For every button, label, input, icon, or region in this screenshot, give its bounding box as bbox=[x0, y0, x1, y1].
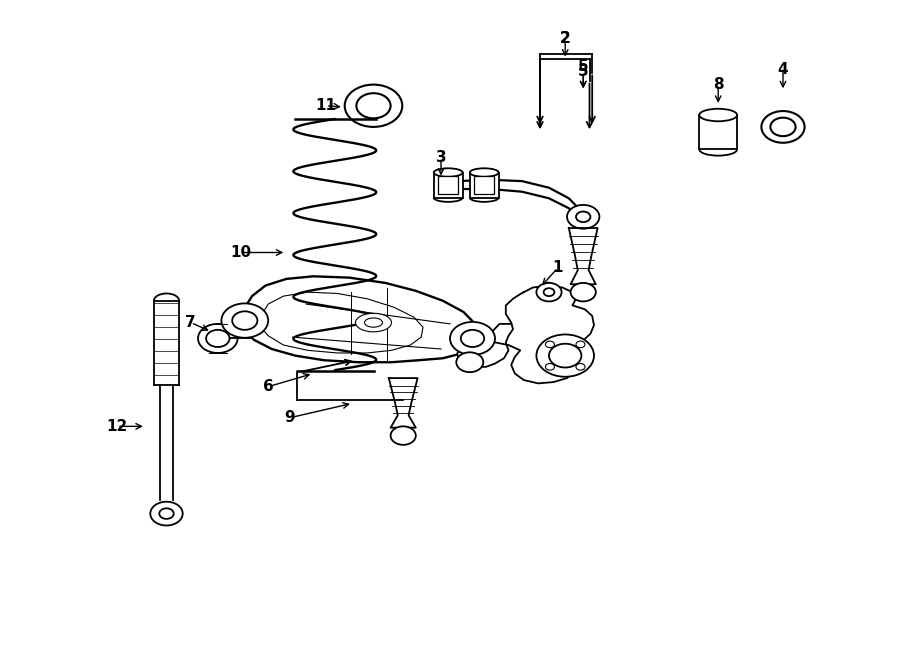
Text: 1: 1 bbox=[553, 260, 563, 275]
Circle shape bbox=[206, 330, 230, 347]
Circle shape bbox=[536, 334, 594, 377]
Text: 3: 3 bbox=[436, 150, 446, 165]
Circle shape bbox=[536, 283, 562, 301]
Ellipse shape bbox=[356, 313, 392, 332]
Circle shape bbox=[159, 508, 174, 519]
Circle shape bbox=[150, 502, 183, 525]
Circle shape bbox=[391, 426, 416, 445]
Ellipse shape bbox=[470, 169, 499, 176]
Circle shape bbox=[545, 341, 554, 348]
Text: 5: 5 bbox=[578, 64, 589, 79]
Circle shape bbox=[761, 111, 805, 143]
Text: 11: 11 bbox=[315, 98, 337, 113]
Circle shape bbox=[576, 212, 590, 222]
Circle shape bbox=[450, 322, 495, 355]
Circle shape bbox=[544, 288, 554, 296]
Ellipse shape bbox=[434, 169, 463, 176]
Polygon shape bbox=[241, 276, 479, 362]
Circle shape bbox=[221, 303, 268, 338]
Text: 8: 8 bbox=[713, 77, 724, 92]
Text: 5: 5 bbox=[578, 59, 589, 73]
Circle shape bbox=[232, 311, 257, 330]
Circle shape bbox=[198, 324, 238, 353]
Circle shape bbox=[356, 93, 391, 118]
Text: 2: 2 bbox=[560, 31, 571, 46]
Bar bbox=[470, 173, 499, 198]
Ellipse shape bbox=[364, 318, 382, 327]
Polygon shape bbox=[259, 292, 423, 353]
Polygon shape bbox=[569, 228, 598, 284]
Polygon shape bbox=[457, 286, 594, 383]
Circle shape bbox=[461, 330, 484, 347]
Bar bbox=[438, 176, 458, 194]
Text: 6: 6 bbox=[263, 379, 274, 394]
Text: 2: 2 bbox=[560, 31, 571, 46]
Circle shape bbox=[549, 344, 581, 368]
Circle shape bbox=[770, 118, 796, 136]
Circle shape bbox=[571, 283, 596, 301]
Bar bbox=[434, 173, 463, 198]
Ellipse shape bbox=[699, 109, 737, 121]
Polygon shape bbox=[389, 378, 418, 428]
Text: 10: 10 bbox=[230, 245, 252, 260]
Bar bbox=[699, 115, 737, 149]
Text: 4: 4 bbox=[778, 62, 788, 77]
Circle shape bbox=[567, 205, 599, 229]
Text: 9: 9 bbox=[284, 410, 295, 425]
Text: 12: 12 bbox=[106, 419, 128, 434]
Circle shape bbox=[545, 364, 554, 370]
Circle shape bbox=[345, 85, 402, 127]
Text: 7: 7 bbox=[185, 315, 196, 330]
Circle shape bbox=[456, 352, 483, 372]
Bar bbox=[474, 176, 494, 194]
Circle shape bbox=[576, 364, 585, 370]
Circle shape bbox=[576, 341, 585, 348]
